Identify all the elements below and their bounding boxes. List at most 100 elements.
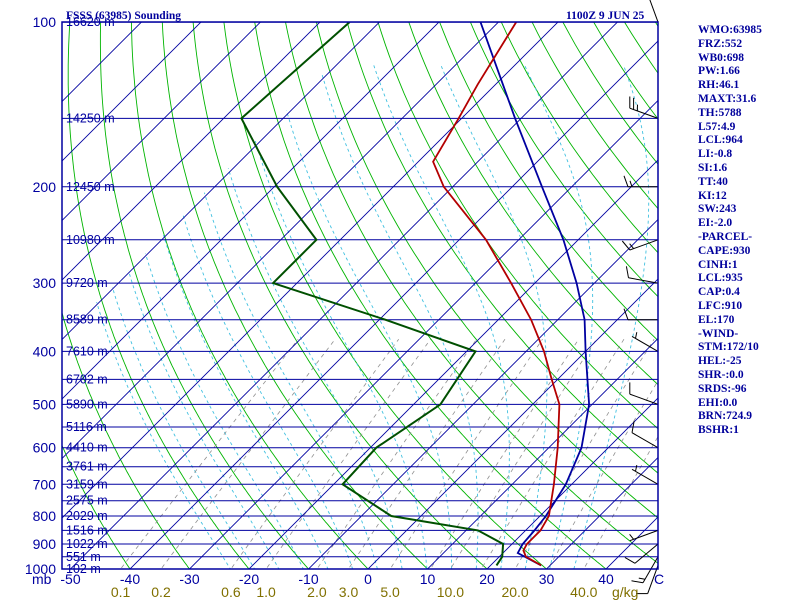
sounding-index-row: BRN:724.9 xyxy=(698,410,752,423)
height-label: 3761 m xyxy=(66,460,108,474)
wind-barb xyxy=(629,96,659,119)
wind-barb-staff xyxy=(634,543,659,564)
isotherm xyxy=(367,278,658,569)
mixing-ratio-line xyxy=(230,338,400,569)
sounding-index-row: TT:40 xyxy=(698,175,728,188)
wind-barb-flag xyxy=(624,556,636,564)
sounding-index-row: -PARCEL- xyxy=(698,230,753,243)
pressure-tick-label: 400 xyxy=(33,343,57,359)
sounding-index-row: EI:-2.0 xyxy=(698,217,733,230)
wind-barb xyxy=(621,239,659,251)
dry-adiabat xyxy=(192,22,488,569)
height-label: 10980 m xyxy=(66,233,115,247)
wind-barb-flag xyxy=(621,240,631,251)
wind-barb-staff xyxy=(629,393,659,405)
wind-barb-half-flag xyxy=(629,180,633,187)
sounding-index-row: CAP:0.4 xyxy=(698,286,740,299)
mixing-ratio-tick-label: 3.0 xyxy=(339,584,359,600)
pressure-unit-label: mb xyxy=(32,571,52,587)
wind-barb xyxy=(623,175,658,188)
dry-adiabat xyxy=(285,22,658,564)
isotherm xyxy=(248,159,658,569)
wind-barb xyxy=(649,0,659,23)
mixing-ratio-tick-label: 40.0 xyxy=(570,584,597,600)
pressure-tick-label: 200 xyxy=(33,179,57,195)
wind-barb xyxy=(631,332,659,352)
height-label: 3159 m xyxy=(66,477,108,491)
mixing-ratio-tick-label: 0.6 xyxy=(221,584,241,600)
mixing-ratio-line xyxy=(120,338,299,569)
sounding-index-row: HEL:-25 xyxy=(698,355,742,368)
isotherm xyxy=(62,22,321,281)
mixing-ratio-tick-label: 0.2 xyxy=(151,584,171,600)
temperature-profile-line xyxy=(432,22,561,567)
height-label: 12450 m xyxy=(66,180,115,194)
moist-adiabat xyxy=(573,65,650,569)
pressure-tick-label: 300 xyxy=(33,275,57,291)
height-label: 4410 m xyxy=(66,441,108,455)
height-label: 1516 m xyxy=(66,523,108,537)
isotherm xyxy=(307,218,658,569)
isotherm xyxy=(62,22,143,103)
sounding-index-row: MAXT:31.6 xyxy=(698,92,757,105)
isotherm xyxy=(486,397,658,569)
moist-adiabat xyxy=(128,270,280,569)
mixing-ratio-line xyxy=(348,338,506,569)
sounding-index-row: FRZ:552 xyxy=(698,37,743,50)
mixing-ratio-tick-label: 5.0 xyxy=(380,584,400,600)
wind-barbs xyxy=(621,0,659,595)
moist-adiabat xyxy=(111,286,256,569)
sounding-index-row: SRDS:-96 xyxy=(698,382,747,395)
isotherm xyxy=(129,40,658,569)
profiles-layer xyxy=(240,22,591,567)
sounding-index-row: BSHR:1 xyxy=(698,424,739,437)
sounding-index-row: KI:12 xyxy=(698,189,727,202)
grid-layer xyxy=(62,22,658,569)
moist-adiabat xyxy=(254,140,428,569)
sounding-index-row: SHR-:0.0 xyxy=(698,368,744,381)
sounding-index-row: WB0:698 xyxy=(698,51,744,64)
isotherm xyxy=(62,22,262,222)
dry-adiabat xyxy=(315,22,658,519)
height-label: 6702 m xyxy=(66,372,108,386)
sounding-index-row: CINH:1 xyxy=(698,258,738,271)
moist-adiabat xyxy=(321,74,479,569)
isotherm xyxy=(62,22,500,460)
height-label: 5116 m xyxy=(66,420,107,434)
temperature-tick-label: -20 xyxy=(239,571,259,587)
wind-barb-staff xyxy=(647,565,659,594)
moist-adiabat xyxy=(145,253,304,569)
dewpoint-profile-line xyxy=(240,22,505,566)
sounding-indices-panel: WMO:63985 FRZ:552 WB0:698 PW:1.66 RH:46.1 MAX… xyxy=(698,24,798,438)
wind-barb xyxy=(623,308,658,321)
temperature-tick-label: 20 xyxy=(479,571,495,587)
height-label: 2575 m xyxy=(66,494,108,508)
wind-barb-staff xyxy=(631,335,659,352)
pressure-tick-label: 700 xyxy=(33,476,57,492)
temperature-tick-label: -50 xyxy=(60,571,80,587)
wind-barb-staff xyxy=(642,556,659,584)
temperature-tick-label: -40 xyxy=(120,571,140,587)
mixing-ratio-line xyxy=(265,338,431,569)
wind-barb xyxy=(636,565,659,595)
temperature-tick-label: -10 xyxy=(298,571,318,587)
height-label: 551 m xyxy=(66,550,101,564)
sounding-index-row: EL:170 xyxy=(698,313,735,326)
moist-adiabat xyxy=(182,214,354,569)
wind-barb-half-flag xyxy=(635,464,638,472)
wind-barb xyxy=(629,529,659,542)
sounding-index-row: SI:1.6 xyxy=(698,161,728,174)
pressure-tick-label: 600 xyxy=(33,440,57,456)
wind-barb xyxy=(631,556,659,584)
pressure-tick-label: 800 xyxy=(33,508,57,524)
mixing-ratio-tick-label: 0.1 xyxy=(111,584,131,600)
height-label: 9720 m xyxy=(66,276,108,290)
isotherm xyxy=(545,456,658,569)
chart-title: FSSS (63985) Sounding xyxy=(66,10,181,22)
height-label: 8589 m xyxy=(66,313,108,327)
sounding-index-row: LI:-0.8 xyxy=(698,148,733,161)
mixing-ratio-line xyxy=(583,435,658,569)
temperature-tick-label: 30 xyxy=(539,571,555,587)
isotherm xyxy=(188,99,658,569)
